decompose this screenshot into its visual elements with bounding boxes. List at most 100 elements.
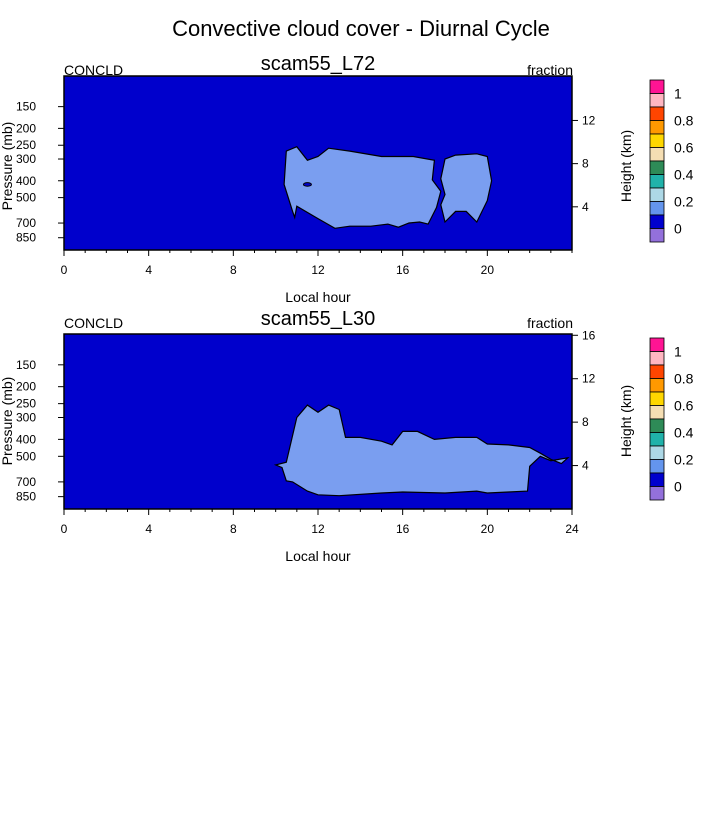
p2-x-tick-label-12: 12 [311, 522, 325, 536]
p1-y-tick-label-300: 300 [16, 152, 36, 166]
p2-x-tick-label-16: 16 [396, 522, 410, 536]
p2-colorbar-swatch [649, 459, 665, 474]
panel-l72-title: scam55_L72 [261, 53, 376, 75]
p2-colorbar-swatch [649, 405, 665, 420]
p1-colorbar-label-1: 1 [674, 86, 682, 102]
p2-colorbar-swatch [649, 364, 665, 379]
p1-colorbar-label-0.6: 0.6 [674, 140, 694, 156]
panel-l30-right-ylabel: Height (km) [618, 385, 634, 457]
p2-right-tick-label-16: 16 [582, 328, 596, 342]
p1-colorbar-label-0.2: 0.2 [674, 194, 694, 210]
p2-colorbar-swatch [649, 351, 665, 366]
p2-y-tick-label-500: 500 [16, 449, 36, 463]
panel-l72-units-label: fraction [527, 62, 573, 78]
p2-x-tick-label-8: 8 [230, 522, 237, 536]
panel-l72-cloud-region [283, 145, 442, 229]
p1-x-tick-label-8: 8 [230, 263, 237, 277]
p1-y-tick-label-200: 200 [16, 121, 36, 135]
p2-colorbar-swatch [649, 432, 665, 447]
p1-y-tick-label-250: 250 [16, 138, 36, 152]
p1-colorbar-label-0: 0 [674, 221, 682, 237]
p2-colorbar-swatch [649, 472, 665, 487]
p1-right-tick-label-4: 4 [582, 200, 589, 214]
p2-x-tick-label-4: 4 [145, 522, 152, 536]
p2-y-tick-label-850: 850 [16, 490, 36, 504]
p1-colorbar-swatch [649, 133, 665, 148]
panel-l30-colorbar: 1 0.8 0.6 0.4 0.2 0 [649, 337, 694, 501]
panel-l30-cloud-region [273, 404, 570, 497]
p2-x-tick-label-24: 24 [565, 522, 579, 536]
p2-colorbar-label-0.6: 0.6 [674, 398, 694, 414]
p1-colorbar-swatch [649, 174, 665, 189]
panel-l30-x-axis: 0 4 8 12 16 20 24 [61, 509, 579, 536]
panel-l30-title: scam55_L30 [261, 308, 376, 330]
p1-x-tick-label-12: 12 [311, 263, 325, 277]
p2-colorbar-swatch [649, 418, 665, 433]
p2-colorbar-label-1: 1 [674, 344, 682, 360]
p1-x-tick-label-16: 16 [396, 263, 410, 277]
p1-colorbar-swatch [649, 214, 665, 229]
p2-y-tick-label-150: 150 [16, 358, 36, 372]
p1-colorbar-swatch [649, 79, 665, 94]
p1-x-tick-label-4: 4 [145, 263, 152, 277]
panel-l72-ylabel: Pressure (mb) [0, 122, 15, 211]
p1-y-tick-label-500: 500 [16, 191, 36, 205]
p2-colorbar-swatch [649, 391, 665, 406]
p1-colorbar-label-0.8: 0.8 [674, 113, 694, 129]
p2-x-tick-label-20: 20 [481, 522, 495, 536]
panel-l30-units-label: fraction [527, 315, 573, 331]
panel-l30-ylabel: Pressure (mb) [0, 377, 15, 466]
panel-l72-small-hole [302, 182, 312, 187]
p1-colorbar-swatch [649, 187, 665, 202]
p1-x-tick-label-0: 0 [61, 263, 68, 277]
panel-l72-right-axis: 12 8 4 [572, 113, 596, 214]
p2-colorbar-swatch [649, 378, 665, 393]
p2-colorbar-swatch [649, 445, 665, 460]
p1-y-tick-label-400: 400 [16, 174, 36, 188]
p2-y-tick-label-400: 400 [16, 432, 36, 446]
p2-y-tick-label-200: 200 [16, 380, 36, 394]
p1-colorbar-swatch [649, 201, 665, 216]
p1-colorbar-swatch [649, 147, 665, 162]
p1-y-tick-label-700: 700 [16, 216, 36, 230]
p1-right-tick-label-12: 12 [582, 113, 596, 127]
p2-y-tick-label-700: 700 [16, 475, 36, 489]
panel-l72-cloud-region-2 [440, 153, 493, 224]
p1-colorbar-label-0.4: 0.4 [674, 167, 694, 183]
panel-l30-xlabel: Local hour [285, 548, 351, 564]
panel-l72-colorbar: 1 0.8 0.6 0.4 0.2 0 [649, 79, 694, 243]
p1-y-tick-label-150: 150 [16, 100, 36, 114]
panel-l72-xlabel: Local hour [285, 289, 351, 305]
p2-x-tick-label-0: 0 [61, 522, 68, 536]
p2-colorbar-swatch [649, 337, 665, 352]
panel-l72-variable-label: CONCLD [64, 62, 123, 78]
p2-y-tick-label-300: 300 [16, 410, 36, 424]
p2-right-tick-label-12: 12 [582, 372, 596, 386]
panel-l72-right-ylabel: Height (km) [618, 130, 634, 202]
p1-y-tick-label-850: 850 [16, 231, 36, 245]
p1-colorbar-swatch [649, 160, 665, 175]
panel-l30-right-axis: 16 12 8 4 [572, 328, 596, 473]
p1-colorbar-swatch [649, 120, 665, 135]
p2-colorbar-label-0.2: 0.2 [674, 452, 694, 468]
panel-l72: CONCLD scam55_L72 fraction 0 4 8 12 16 20 150… [0, 53, 694, 305]
p2-right-tick-label-4: 4 [582, 459, 589, 473]
p2-colorbar-label-0: 0 [674, 479, 682, 495]
p2-right-tick-label-8: 8 [582, 415, 589, 429]
p2-colorbar-label-0.4: 0.4 [674, 425, 694, 441]
panel-l30: CONCLD scam55_L30 fraction 0 4 8 12 16 20 24 1… [0, 308, 694, 564]
p2-colorbar-swatch [649, 486, 665, 501]
panel-l72-x-axis: 0 4 8 12 16 20 [61, 250, 573, 277]
p1-x-tick-label-20: 20 [481, 263, 495, 277]
p2-y-tick-label-250: 250 [16, 397, 36, 411]
panel-l30-variable-label: CONCLD [64, 315, 123, 331]
p1-right-tick-label-8: 8 [582, 157, 589, 171]
p2-colorbar-label-0.8: 0.8 [674, 371, 694, 387]
figure-title: Convective cloud cover - Diurnal Cycle [172, 16, 550, 41]
p1-colorbar-swatch [649, 106, 665, 121]
p1-colorbar-swatch [649, 93, 665, 108]
p1-colorbar-swatch [649, 228, 665, 243]
